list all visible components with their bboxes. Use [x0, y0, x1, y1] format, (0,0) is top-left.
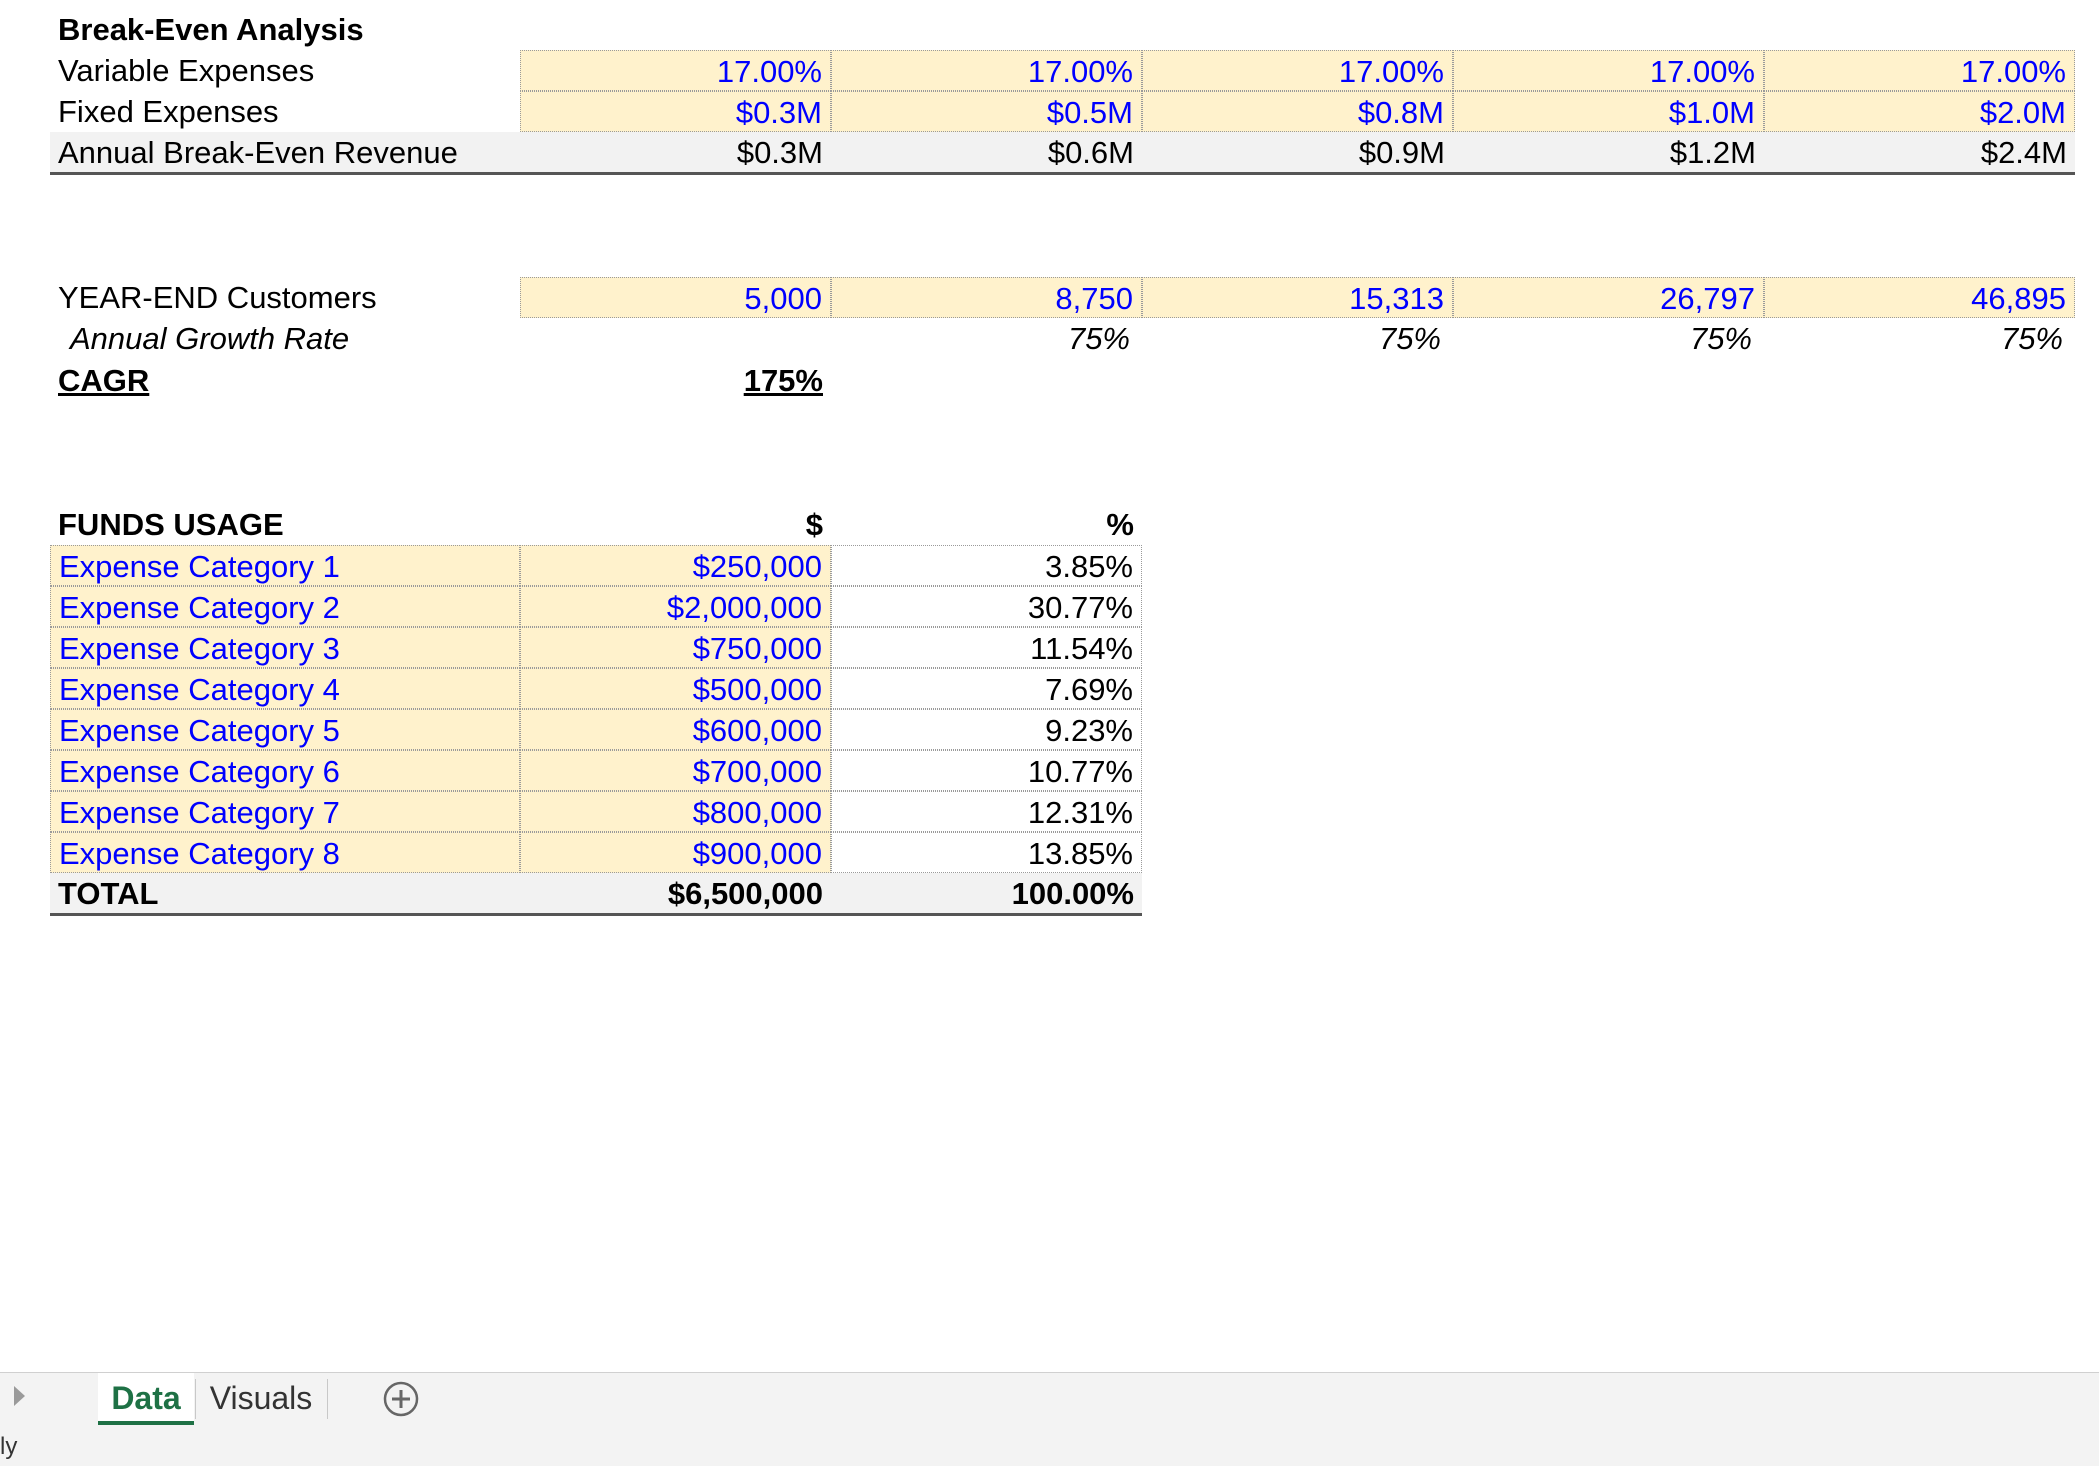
- funds-pct-header: %: [1106, 507, 1134, 542]
- customers-cell[interactable]: 5,000: [520, 277, 831, 318]
- expense-category-label[interactable]: Expense Category 5: [50, 709, 520, 750]
- fixed-expense-cell[interactable]: $0.3M: [520, 91, 831, 132]
- fixed-expenses-label: Fixed Expenses: [58, 94, 279, 129]
- expense-pct-cell[interactable]: 3.85%: [831, 545, 1142, 586]
- expense-category-label[interactable]: Expense Category 1: [50, 545, 520, 586]
- variable-expenses-label: Variable Expenses: [58, 53, 315, 88]
- expense-category-label[interactable]: Expense Category 8: [50, 832, 520, 873]
- expense-pct-cell[interactable]: 9.23%: [831, 709, 1142, 750]
- triangle-right-icon[interactable]: [14, 1386, 25, 1406]
- breakeven-title: Break-Even Analysis: [58, 12, 364, 47]
- breakeven-revenue-cell[interactable]: $0.3M: [736, 135, 823, 170]
- funds-amount-header: $: [805, 507, 823, 542]
- cagr-label: CAGR: [58, 363, 150, 398]
- expense-pct-cell[interactable]: 10.77%: [831, 750, 1142, 791]
- expense-pct-cell[interactable]: 13.85%: [831, 832, 1142, 873]
- growth-rate-cell[interactable]: 75%: [1378, 321, 1441, 356]
- customers-cell[interactable]: 46,895: [1764, 277, 2075, 318]
- expense-category-label[interactable]: Expense Category 7: [50, 791, 520, 832]
- tab-divider: [195, 1379, 196, 1419]
- expense-pct-cell[interactable]: 7.69%: [831, 668, 1142, 709]
- expense-pct-cell[interactable]: 12.31%: [831, 791, 1142, 832]
- breakeven-revenue-cell[interactable]: $0.6M: [1047, 135, 1134, 170]
- fixed-expense-cell[interactable]: $1.0M: [1453, 91, 1764, 132]
- growth-rate-cell[interactable]: 75%: [1067, 321, 1130, 356]
- expense-category-label[interactable]: Expense Category 2: [50, 586, 520, 627]
- expense-pct-cell[interactable]: 11.54%: [831, 627, 1142, 668]
- expense-amount-cell[interactable]: $2,000,000: [520, 586, 831, 627]
- sheet-tab-visuals[interactable]: Visuals: [209, 1380, 313, 1416]
- sheet-tab-data[interactable]: Data: [98, 1373, 194, 1425]
- growth-rate-cell[interactable]: 75%: [2000, 321, 2063, 356]
- fixed-expense-cell[interactable]: $0.5M: [831, 91, 1142, 132]
- growth-rate-cell[interactable]: 75%: [1689, 321, 1752, 356]
- breakeven-revenue-row: [50, 132, 2075, 175]
- expense-amount-cell[interactable]: $700,000: [520, 750, 831, 791]
- status-bar: ly: [0, 1427, 2099, 1466]
- expense-category-label[interactable]: Expense Category 3: [50, 627, 520, 668]
- customers-cell[interactable]: 8,750: [831, 277, 1142, 318]
- breakeven-revenue-label: Annual Break-Even Revenue: [58, 135, 458, 170]
- variable-expense-cell[interactable]: 17.00%: [1764, 50, 2075, 91]
- breakeven-revenue-cell[interactable]: $1.2M: [1669, 135, 1756, 170]
- variable-expense-cell[interactable]: 17.00%: [831, 50, 1142, 91]
- expense-amount-cell[interactable]: $250,000: [520, 545, 831, 586]
- variable-expense-cell[interactable]: 17.00%: [1142, 50, 1453, 91]
- funds-usage-title: FUNDS USAGE: [58, 507, 284, 542]
- expense-amount-cell[interactable]: $900,000: [520, 832, 831, 873]
- breakeven-revenue-cell[interactable]: $0.9M: [1358, 135, 1445, 170]
- variable-expense-cell[interactable]: 17.00%: [520, 50, 831, 91]
- sheet-tab-bar: Data Visuals: [0, 1372, 2099, 1428]
- annual-growth-rate-label: Annual Growth Rate: [70, 321, 350, 356]
- funds-total-row: [50, 873, 1142, 916]
- customers-cell[interactable]: 26,797: [1453, 277, 1764, 318]
- customers-cell[interactable]: 15,313: [1142, 277, 1453, 318]
- plus-circle-icon[interactable]: [383, 1381, 419, 1417]
- expense-category-label[interactable]: Expense Category 4: [50, 668, 520, 709]
- cagr-value[interactable]: 175%: [743, 363, 823, 398]
- expense-category-label[interactable]: Expense Category 6: [50, 750, 520, 791]
- fixed-expense-cell[interactable]: $2.0M: [1764, 91, 2075, 132]
- funds-total-pct[interactable]: 100.00%: [1011, 876, 1134, 911]
- expense-amount-cell[interactable]: $750,000: [520, 627, 831, 668]
- funds-total-label: TOTAL: [58, 876, 159, 911]
- variable-expense-cell[interactable]: 17.00%: [1453, 50, 1764, 91]
- year-end-customers-label: YEAR-END Customers: [58, 280, 377, 315]
- expense-amount-cell[interactable]: $500,000: [520, 668, 831, 709]
- status-text: ly: [0, 1433, 18, 1460]
- expense-amount-cell[interactable]: $600,000: [520, 709, 831, 750]
- breakeven-revenue-cell[interactable]: $2.4M: [1980, 135, 2067, 170]
- fixed-expense-cell[interactable]: $0.8M: [1142, 91, 1453, 132]
- tab-divider: [327, 1379, 328, 1419]
- expense-amount-cell[interactable]: $800,000: [520, 791, 831, 832]
- expense-pct-cell[interactable]: 30.77%: [831, 586, 1142, 627]
- funds-total-amount[interactable]: $6,500,000: [667, 876, 823, 911]
